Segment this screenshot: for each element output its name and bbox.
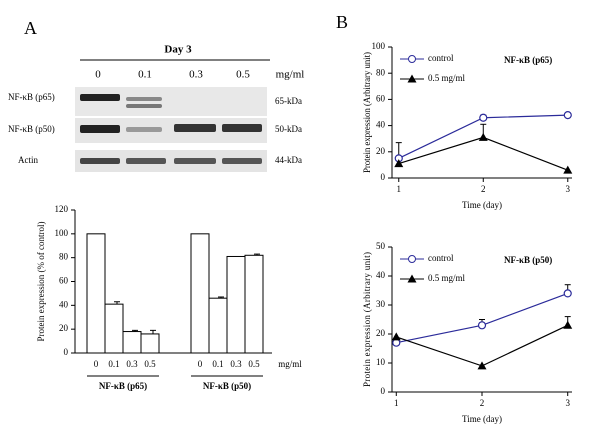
y-tick-label: 20 bbox=[376, 146, 386, 156]
marker bbox=[394, 159, 404, 168]
marker bbox=[563, 165, 573, 174]
y-tick-label: 20 bbox=[376, 328, 386, 338]
marker bbox=[563, 111, 572, 120]
annotation: NF-κB (p65) bbox=[504, 55, 552, 65]
marker bbox=[477, 321, 487, 330]
y-tick-label: 0 bbox=[381, 172, 386, 182]
legend-label: control bbox=[428, 53, 454, 63]
legend-label: 0.5 mg/ml bbox=[428, 73, 466, 83]
y-tick-label: 100 bbox=[55, 228, 69, 238]
bar bbox=[190, 233, 210, 354]
legend-marker bbox=[408, 255, 416, 263]
x-tick-label: 0.1 bbox=[108, 359, 119, 369]
y-tick-label: 0 bbox=[64, 347, 69, 357]
legend-marker bbox=[407, 274, 417, 283]
marker bbox=[478, 132, 488, 141]
lane-label: 0.3 bbox=[189, 69, 203, 81]
y-tick-label: 10 bbox=[376, 357, 386, 367]
y-tick-label: 0 bbox=[381, 386, 386, 396]
marker bbox=[563, 289, 572, 298]
lane-unit: mg/ml bbox=[276, 69, 305, 81]
legend-label: control bbox=[428, 253, 454, 263]
blot-row-label: NF-κB (p65) bbox=[8, 92, 55, 102]
bar bbox=[86, 233, 106, 354]
x-tick-label: 0.5 bbox=[248, 359, 260, 369]
x-tick-label: 0.1 bbox=[212, 359, 223, 369]
y-tick-label: 80 bbox=[59, 252, 69, 262]
y-tick-label: 40 bbox=[376, 270, 386, 280]
x-tick-label: 2 bbox=[480, 398, 485, 408]
x-tick-label: 3 bbox=[566, 184, 571, 194]
x-tick-label: 2 bbox=[481, 184, 486, 194]
y-tick-label: 40 bbox=[376, 120, 386, 130]
lane-label: 0 bbox=[95, 69, 101, 81]
panel-label: B bbox=[336, 12, 348, 32]
y-tick-label: 60 bbox=[376, 93, 386, 103]
legend-label: 0.5 mg/ml bbox=[428, 273, 466, 283]
lane-label: 0.1 bbox=[138, 69, 152, 81]
bar bbox=[244, 254, 264, 354]
y-tick-label: 60 bbox=[59, 276, 69, 286]
marker bbox=[563, 320, 573, 329]
x-tick-label: 1 bbox=[397, 184, 402, 194]
y-tick-label: 40 bbox=[59, 299, 69, 309]
lane-label: 0.5 bbox=[236, 69, 250, 81]
y-tick-label: 50 bbox=[376, 241, 386, 251]
x-tick-label: 0.3 bbox=[230, 359, 242, 369]
blot-row-label: Actin bbox=[18, 155, 38, 165]
y-tick-label: 80 bbox=[376, 67, 386, 77]
group-label: NF-κB (p65) bbox=[99, 381, 147, 391]
x-tick-label: 0.5 bbox=[144, 359, 156, 369]
group-label: NF-κB (p50) bbox=[203, 381, 251, 391]
annotation: NF-κB (p50) bbox=[504, 255, 552, 265]
series-line bbox=[396, 292, 568, 344]
y-tick-label: 30 bbox=[376, 299, 386, 309]
y-axis-label: Protein expression (Arbitrary unit) bbox=[362, 52, 372, 173]
panel-label: A bbox=[24, 18, 37, 38]
bar bbox=[226, 255, 246, 354]
x-axis-label: Time (day) bbox=[462, 200, 502, 210]
blot-image bbox=[75, 87, 267, 172]
y-axis-label: Protein expression (Arbitrary unit) bbox=[362, 252, 372, 387]
x-tick-label: 0.3 bbox=[126, 359, 138, 369]
bar bbox=[104, 303, 124, 354]
blot-row-label: NF-κB (p50) bbox=[8, 124, 55, 134]
marker bbox=[391, 332, 401, 341]
series-line bbox=[396, 324, 568, 367]
bar bbox=[208, 297, 228, 354]
bar bbox=[122, 331, 142, 354]
y-tick-label: 20 bbox=[59, 323, 69, 333]
bar bbox=[140, 333, 160, 354]
y-tick-label: 100 bbox=[372, 41, 386, 51]
marker bbox=[477, 361, 487, 370]
legend-marker bbox=[407, 74, 417, 83]
blot-size: 65-kDa bbox=[275, 96, 302, 106]
x-tick-label: 0 bbox=[94, 359, 99, 369]
series-line bbox=[398, 136, 568, 171]
y-tick-label: 120 bbox=[55, 204, 69, 214]
blot-title: Day 3 bbox=[164, 44, 192, 56]
y-axis-label: Protein expression (% of control) bbox=[36, 222, 46, 342]
x-tick-label: 0 bbox=[198, 359, 203, 369]
marker bbox=[479, 113, 488, 122]
unit-label: mg/ml bbox=[278, 359, 302, 369]
blot-size: 44-kDa bbox=[275, 155, 302, 165]
x-tick-label: 3 bbox=[565, 398, 570, 408]
blot-size: 50-kDa bbox=[275, 124, 302, 134]
legend-marker bbox=[408, 55, 416, 63]
x-axis-label: Time (day) bbox=[462, 414, 502, 424]
x-tick-label: 1 bbox=[394, 398, 399, 408]
